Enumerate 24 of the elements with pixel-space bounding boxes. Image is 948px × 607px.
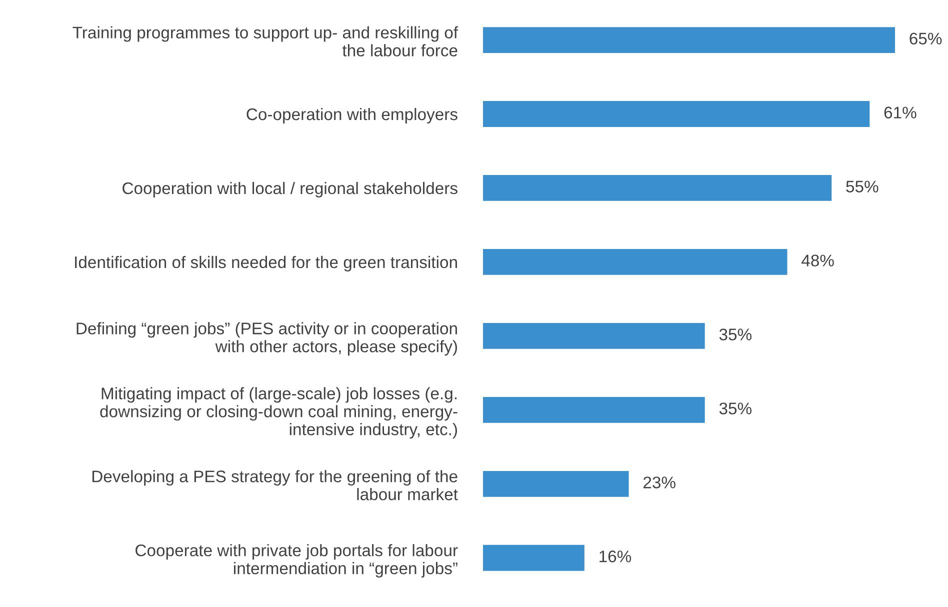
data-label: 23%	[644, 476, 676, 488]
bar	[483, 27, 895, 53]
bar	[483, 544, 584, 571]
y-tick-label: Cooperation with local / regional stakeholders	[122, 182, 458, 198]
y-tick-label: Cooperate with private job portals for labour intermendiation in “green jobs”	[136, 544, 458, 578]
y-tick-label: Developing a PES strategy for the greening of the labour market	[92, 470, 458, 500]
bar	[483, 322, 705, 349]
y-tick-label: Identification of skills needed for the green transition	[75, 256, 457, 272]
y-tick-label: Training programmes to support up- and reskilling of the labour force	[72, 26, 458, 56]
data-label: 65%	[910, 32, 942, 44]
bar	[483, 396, 705, 423]
data-label: 35%	[719, 328, 752, 340]
data-label: 35%	[719, 402, 752, 414]
y-tick-label: Defining “green jobs” (PES activity or in cooperation with other actors, please specify)	[76, 322, 457, 356]
bar	[483, 101, 870, 127]
bar	[483, 249, 788, 275]
data-label: 48%	[802, 254, 834, 266]
bar	[483, 470, 629, 497]
y-tick-label: Mitigating impact of (large-scale) job losses (e.g. downsizing or closing-down coal mining, energy- intensive industry, etc.)	[100, 387, 458, 439]
y-tick-label: Co-operation with employers	[246, 108, 458, 124]
bar	[483, 175, 832, 201]
data-label: 55%	[846, 180, 878, 192]
data-label: 16%	[600, 550, 632, 562]
data-label: 61%	[884, 106, 916, 118]
